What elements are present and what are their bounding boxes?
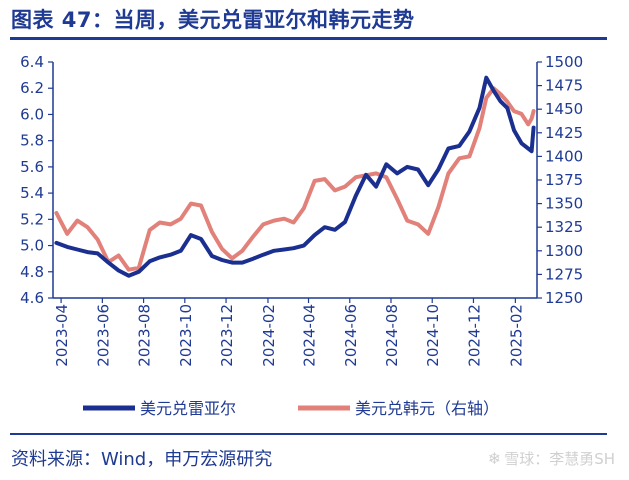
source-note: 资料来源：Wind，申万宏源研究: [11, 449, 273, 470]
y-left-tick-label: 4.8: [20, 263, 44, 281]
snowball-logo-icon: ❄: [487, 449, 502, 468]
y-right-tick-label: 1450: [545, 100, 583, 118]
x-tick-label: 2023-06: [94, 304, 112, 367]
y-left-tick-label: 4.6: [20, 289, 44, 307]
y-right-tick-label: 1325: [545, 218, 583, 236]
x-tick-label: 2024-04: [301, 304, 319, 367]
chart-area: 6.4 6.2 6.0 5.8 5.6 5.4 5.2 5.0 4.8 4.6 1500 1475 14…: [20, 53, 583, 418]
legend: 美元兑雷亚尔 美元兑韩元（右轴）: [83, 399, 499, 418]
title-rule: [10, 37, 607, 40]
y-left-tick-label: 5.6: [20, 158, 44, 176]
legend-item-brl-label: 美元兑雷亚尔: [140, 399, 236, 418]
y-right-tick-label: 1350: [545, 195, 583, 213]
y-left-tick-label: 6.0: [20, 105, 44, 123]
y-right-tick-label: 1300: [545, 242, 583, 260]
footer-rule: [10, 433, 607, 435]
x-tick-label: 2024-12: [465, 304, 483, 367]
y-right-tick-label: 1375: [545, 171, 583, 189]
axes: 6.4 6.2 6.0 5.8 5.6 5.4 5.2 5.0 4.8 4.6 1500 1475 14…: [20, 53, 583, 367]
y-left-tick-label: 5.8: [20, 132, 44, 150]
y-right-tick-label: 1500: [545, 53, 583, 71]
x-tick-label: 2024-02: [260, 304, 278, 367]
y-left-tick-label: 6.4: [20, 53, 44, 71]
y-right-tick-label: 1250: [545, 289, 583, 307]
chart-title: 图表 47：当周，美元兑雷亚尔和韩元走势: [11, 8, 415, 32]
y-right-tick-label: 1475: [545, 77, 583, 95]
y-left-tick-label: 5.0: [20, 237, 44, 255]
x-tick-label: 2024-08: [383, 304, 401, 367]
x-tick-label: 2025-02: [507, 304, 525, 367]
series-line-krw: [54, 86, 536, 272]
y-left-tick-label: 6.2: [20, 79, 44, 97]
series-line-brl: [54, 75, 536, 278]
x-tick-label: 2023-10: [177, 304, 195, 367]
x-tick-label: 2023-04: [53, 304, 71, 367]
x-tick-label: 2024-06: [342, 304, 360, 367]
y-right-tick-label: 1400: [545, 147, 583, 165]
y-left-tick-label: 5.4: [20, 184, 44, 202]
legend-item-krw-label: 美元兑韩元（右轴）: [355, 399, 499, 418]
y-left-tick-label: 5.2: [20, 210, 44, 228]
watermark: ❄ 雪球：李慧勇SH: [488, 448, 615, 469]
x-tick-label: 2023-12: [218, 304, 236, 367]
watermark-text: 雪球：李慧勇SH: [504, 450, 615, 468]
x-tick-label: 2024-10: [424, 304, 442, 367]
y-right-tick-label: 1425: [545, 124, 583, 142]
series-layer: [54, 75, 536, 278]
y-right-tick-label: 1275: [545, 265, 583, 283]
x-tick-label: 2023-08: [136, 304, 154, 367]
